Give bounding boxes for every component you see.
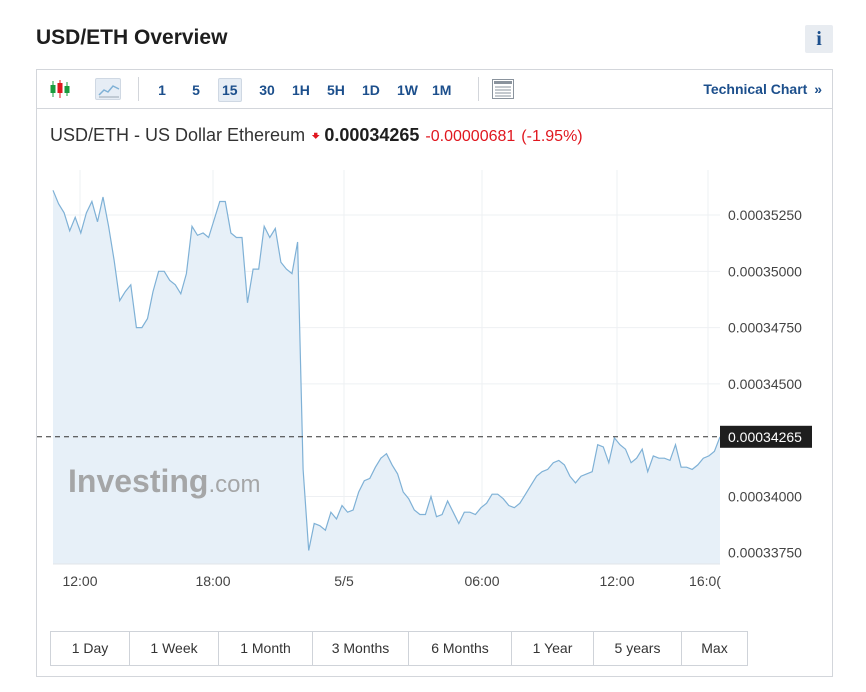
range-5-years[interactable]: 5 years xyxy=(594,632,682,665)
candlestick-icon[interactable] xyxy=(47,78,73,100)
y-tick-label: 0.00034750 xyxy=(728,320,802,336)
last-price: 0.00034265 xyxy=(324,125,420,145)
range-1-month[interactable]: 1 Month xyxy=(219,632,313,665)
timeframe-1m[interactable]: 1M xyxy=(432,82,452,98)
timeframe-1h[interactable]: 1H xyxy=(292,82,310,98)
chart-panel: 1 5 15 30 1H 5H 1D 1W 1M Technical Chart » USD/E… xyxy=(36,69,833,677)
toolbar-separator xyxy=(478,77,479,101)
timeframe-1w[interactable]: 1W xyxy=(397,82,418,98)
timeframe-5h[interactable]: 5H xyxy=(327,82,345,98)
price-chart[interactable]: Investing.com 0.00035250 0.00035000 0.00034… xyxy=(37,70,834,678)
timeframe-1d[interactable]: 1D xyxy=(362,82,380,98)
range-3-months[interactable]: 3 Months xyxy=(313,632,409,665)
current-price-label-bg xyxy=(720,425,812,448)
quote-line: USD/ETH - US Dollar Ethereum 🠻 0.00034265-… xyxy=(50,125,583,151)
price-change: -0.00000681 xyxy=(425,128,516,145)
series-line xyxy=(52,190,721,551)
range-selector: 1 Day 1 Week 1 Month 3 Months 6 Months 1 Year… xyxy=(50,631,748,666)
x-tick-label: 06:00 xyxy=(464,573,499,589)
info-button[interactable]: i xyxy=(805,25,833,53)
timeframe-30[interactable]: 30 xyxy=(259,82,275,98)
range-1-day[interactable]: 1 Day xyxy=(51,632,130,665)
table-view-icon[interactable] xyxy=(490,78,516,100)
range-1-week[interactable]: 1 Week xyxy=(130,632,219,665)
instrument-name: USD/ETH - US Dollar Ethereum xyxy=(50,125,306,145)
timeframe-15[interactable]: 15 xyxy=(218,78,242,102)
range-max[interactable]: Max xyxy=(701,640,728,656)
range-6-months[interactable]: 6 Months xyxy=(409,632,512,665)
x-tick-label: 12:00 xyxy=(599,573,634,589)
y-tick-label: 0.00035000 xyxy=(728,263,802,279)
y-tick-label: 0.00034500 xyxy=(728,376,802,392)
double-chevron-right-icon: » xyxy=(814,81,822,97)
x-tick-label: 12:00 xyxy=(62,573,97,589)
y-tick-label: 0.00034000 xyxy=(728,488,802,504)
series-area-fill xyxy=(53,190,720,565)
price-change-percent: (-1.95%) xyxy=(521,128,583,145)
chart-toolbar: 1 5 15 30 1H 5H 1D 1W 1M Technical Chart » xyxy=(37,70,832,109)
toolbar-separator xyxy=(138,77,139,101)
current-price-label: 0.00034265 xyxy=(728,429,802,445)
timeframe-5[interactable]: 5 xyxy=(192,82,200,98)
line-chart-icon[interactable] xyxy=(95,78,121,100)
page-title: USD/ETH Overview xyxy=(36,26,228,49)
investing-watermark: Investing.com xyxy=(68,463,260,499)
timeframe-1[interactable]: 1 xyxy=(158,82,166,98)
down-arrow-icon: 🠻 xyxy=(311,128,321,145)
technical-chart-link[interactable]: Technical Chart » xyxy=(703,81,822,97)
x-tick-label: 5/5 xyxy=(334,573,354,589)
y-tick-label: 0.00033750 xyxy=(728,545,802,561)
y-tick-label: 0.00035250 xyxy=(728,207,802,223)
x-tick-label: 16:0( xyxy=(689,573,721,589)
range-1-year[interactable]: 1 Year xyxy=(512,632,594,665)
technical-chart-label: Technical Chart xyxy=(703,81,808,97)
x-tick-label: 18:00 xyxy=(195,573,230,589)
